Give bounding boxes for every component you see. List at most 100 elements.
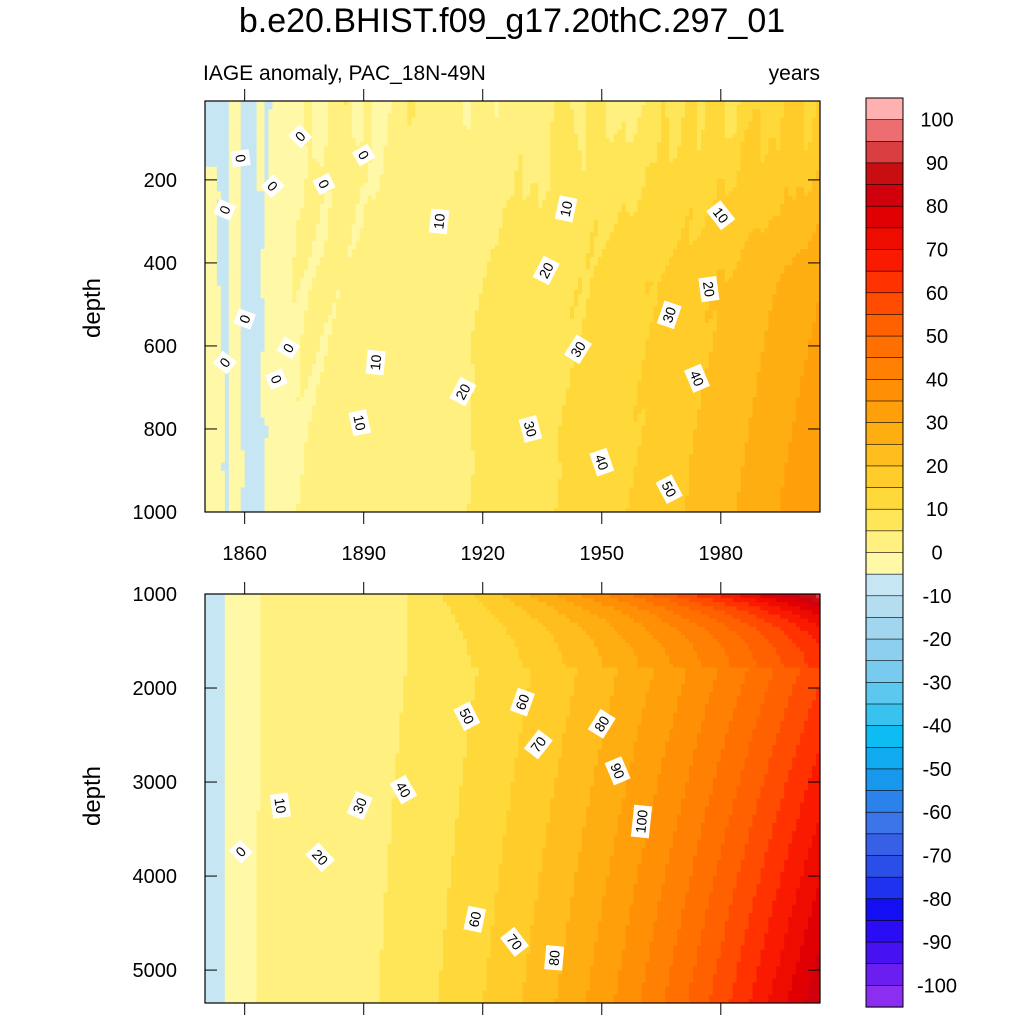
- colorbar-tick-label: 40: [926, 369, 948, 391]
- contour-label: 30: [518, 415, 543, 443]
- colorbar-box: [865, 595, 904, 619]
- colorbar-box: [865, 487, 904, 510]
- colorbar-box: [865, 508, 904, 532]
- x-tick-label: 1980: [699, 543, 744, 565]
- colorbar-box: [865, 552, 904, 575]
- contour-label: 40: [589, 447, 615, 477]
- colorbar-box: [865, 140, 904, 164]
- colorbar-box: [865, 162, 904, 186]
- colorbar-box: [865, 638, 904, 662]
- colorbar-box: [865, 682, 904, 705]
- colorbar-box: [865, 205, 904, 229]
- contour-label: 0: [228, 839, 253, 864]
- contour-label: 0: [312, 172, 336, 196]
- chart-title: b.e20.BHIST.f09_g17.20thC.297_01: [0, 2, 1024, 41]
- contour-label: 40: [389, 774, 418, 805]
- colorbar-box: [865, 119, 904, 142]
- contour-label: 0: [288, 124, 313, 149]
- colorbar-box: [865, 335, 904, 359]
- colorbar-tick-label: -80: [923, 889, 952, 911]
- contour-label: 20: [449, 376, 477, 407]
- bottom-contour-panel: 1000 2000 3000 4000 5000 0 10 20 30 40 50 60 70 80 90 1…: [133, 582, 821, 1015]
- colorbar-tick-label: 0: [931, 543, 942, 565]
- colorbar-box: [865, 660, 904, 683]
- contour-label: 20: [532, 255, 560, 286]
- colorbar-box: [865, 443, 904, 467]
- y-tick-label: 3000: [133, 772, 178, 794]
- colorbar-box: [865, 617, 904, 640]
- contour-label: 20: [698, 275, 720, 303]
- contour-label: 10: [706, 200, 736, 231]
- contour-label: 50: [655, 474, 683, 505]
- colorbar-box: [865, 249, 904, 272]
- colorbar-box: [865, 530, 904, 554]
- contour-label: 30: [564, 334, 592, 365]
- x-tick-label: 1860: [222, 543, 267, 565]
- contour-label: 0: [260, 174, 285, 199]
- contour-label: 10: [348, 409, 371, 437]
- colorbar-box: [865, 292, 904, 316]
- colorbar-tick-label: 70: [926, 240, 948, 262]
- colorbar-tick-label: -50: [923, 759, 952, 781]
- colorbar-box: [865, 379, 904, 402]
- colorbar-box: [865, 833, 904, 857]
- y-tick-label: 2000: [133, 678, 178, 700]
- colorbar-tick-label: 20: [926, 456, 948, 478]
- contour-label: 50: [453, 701, 481, 731]
- colorbar-box: [865, 898, 904, 922]
- colorbar-box: [865, 573, 904, 597]
- colorbar-tick-label: -10: [923, 586, 952, 608]
- colorbar-box: [865, 746, 904, 770]
- colorbar-tick-label: 30: [926, 413, 948, 435]
- colorbar-tick-label: 10: [926, 499, 948, 521]
- chart-subtitle-variable: IAGE anomaly, PAC_18N-49N: [203, 62, 486, 86]
- colorbar-box: [865, 270, 904, 294]
- contour-label: 60: [509, 687, 535, 717]
- contour-label: 0: [213, 198, 237, 221]
- colorbar-tick-label: -100: [917, 975, 957, 997]
- y-tick-label: 400: [144, 253, 177, 275]
- contour-label: 40: [684, 363, 710, 393]
- colorbar-box: [865, 357, 904, 380]
- contour-label: 10: [365, 349, 386, 376]
- colorbar-tick-label: 50: [926, 326, 948, 348]
- contour-label: 10: [428, 208, 450, 235]
- colorbar-tick-label: -20: [923, 629, 952, 651]
- contour-label: 0: [212, 350, 237, 375]
- x-tick-label: 1920: [460, 543, 505, 565]
- contour-label: 10: [554, 195, 578, 223]
- colorbar-box: [865, 920, 904, 943]
- y-tick-label: 600: [144, 336, 177, 358]
- contour-label: 0: [276, 336, 301, 360]
- y-tick-label: 5000: [133, 960, 178, 982]
- colorbar-box: [865, 876, 904, 900]
- colorbar-box: [865, 811, 904, 835]
- contour-label: 10: [269, 792, 291, 819]
- chart-subtitle-units: years: [700, 62, 820, 86]
- colorbar-box: [865, 422, 904, 445]
- colorbar: -100-90-80-70-60-50-40-30-20-10010203040…: [865, 97, 957, 1008]
- contour-label: 0: [351, 143, 376, 167]
- colorbar-tick-label: -40: [923, 716, 952, 738]
- colorbar-box: [865, 941, 904, 965]
- contour-label: 0: [233, 308, 256, 330]
- colorbar-box: [865, 963, 904, 986]
- contour-label: 80: [587, 708, 616, 739]
- contour-label: 100: [630, 804, 653, 839]
- contour-label: 90: [604, 756, 631, 786]
- colorbar-tick-label: 60: [926, 283, 948, 305]
- y-tick-label: 4000: [133, 866, 178, 888]
- y-tick-label: 800: [144, 419, 177, 441]
- colorbar-box: [865, 985, 904, 1008]
- x-tick-label: 1950: [580, 543, 625, 565]
- contour-label: 0: [264, 368, 288, 391]
- colorbar-tick-label: 90: [926, 153, 948, 175]
- contour-label: 30: [656, 300, 682, 330]
- colorbar-tick-label: -60: [923, 802, 952, 824]
- contour-label: 70: [523, 729, 553, 760]
- colorbar-tick-label: -90: [923, 932, 952, 954]
- colorbar-box: [865, 465, 904, 489]
- contour-label: 60: [463, 905, 487, 933]
- colorbar-box: [865, 400, 904, 424]
